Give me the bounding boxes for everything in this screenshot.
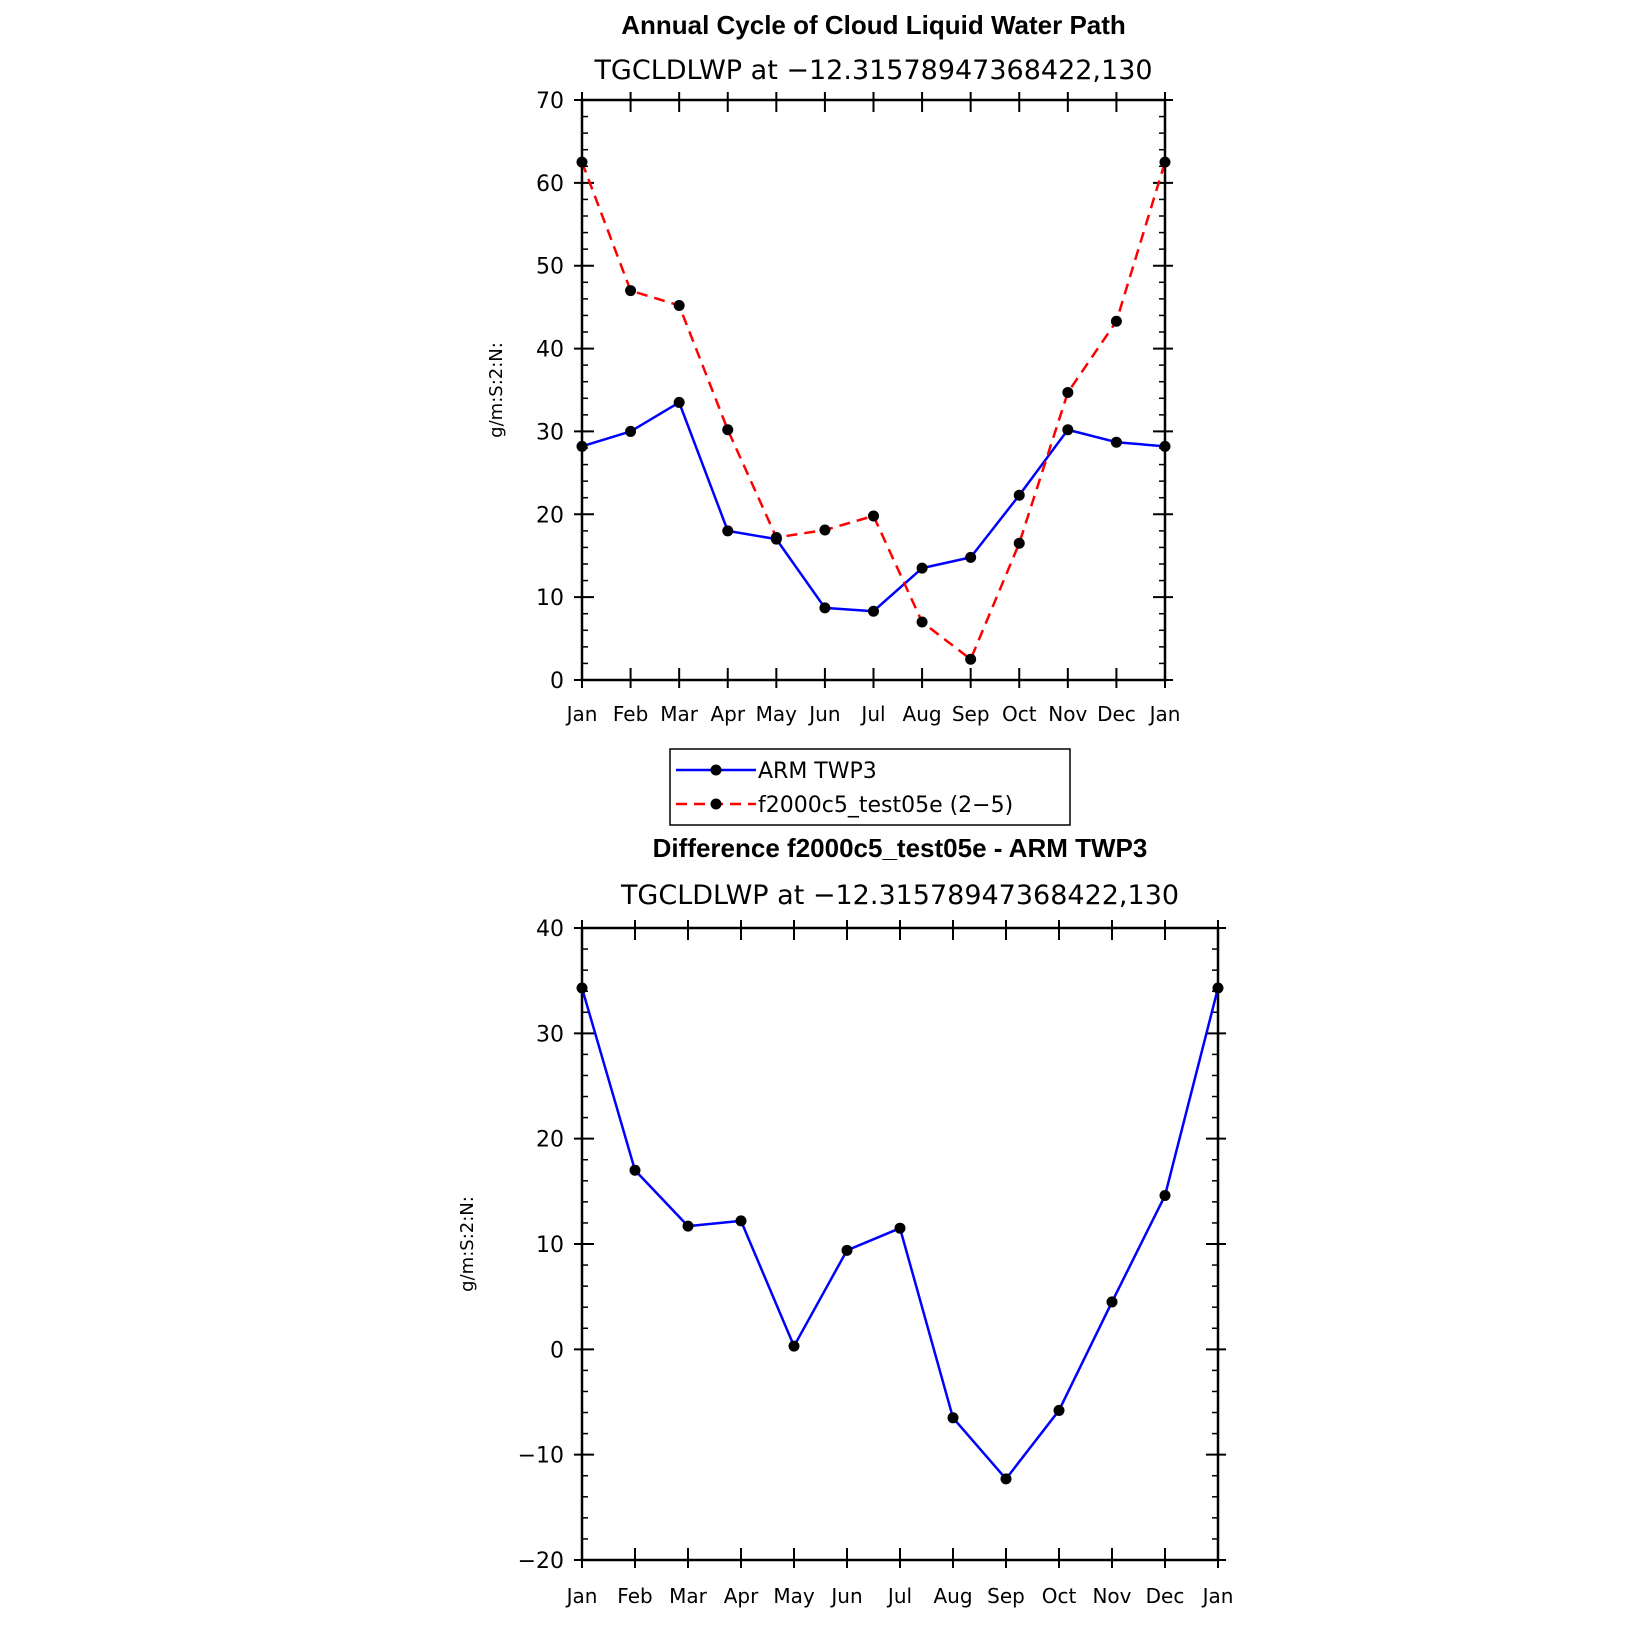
x-tick-label: Jul	[859, 702, 885, 726]
x-tick-label: Oct	[1002, 702, 1037, 726]
y-tick-label: 0	[550, 1338, 564, 1363]
data-point	[1013, 537, 1025, 549]
data-point	[576, 982, 588, 994]
data-point	[1159, 440, 1171, 452]
data-point	[576, 440, 588, 452]
x-tick-label: Aug	[933, 1584, 972, 1608]
legend-swatch-marker	[710, 798, 722, 810]
y-tick-label: 10	[536, 586, 564, 611]
y-tick-label: −20	[518, 1549, 564, 1574]
x-tick-label: Sep	[952, 702, 990, 726]
plot-frame	[580, 98, 1167, 682]
chart-1: Annual Cycle of Cloud Liquid Water Path T…	[486, 10, 1181, 826]
data-point	[965, 551, 977, 563]
y-tick-label: −10	[518, 1444, 564, 1469]
data-point	[1110, 436, 1122, 448]
x-tick-label: Apr	[724, 1584, 759, 1608]
legend: ARM TWP3 f2000c5_test05e (2−5)	[669, 748, 1071, 826]
x-tick-label: Mar	[669, 1584, 708, 1608]
legend-box	[669, 748, 1071, 826]
chart-title: Annual Cycle of Cloud Liquid Water Path	[621, 10, 1126, 40]
data-point	[682, 1220, 694, 1232]
y-tick-label: 60	[536, 172, 564, 197]
data-point	[947, 1412, 959, 1424]
chart-2: Difference f2000c5_test05e - ARM TWP3 TGC…	[457, 833, 1233, 1608]
x-tick-label: Jun	[829, 1584, 862, 1608]
x-tick-label: Jan	[1148, 702, 1181, 726]
x-tick-label: Feb	[613, 702, 648, 726]
data-point	[722, 525, 734, 537]
y-tick-label: 40	[536, 917, 564, 942]
data-point	[788, 1340, 800, 1352]
data-point	[916, 616, 928, 628]
data-point	[629, 1164, 641, 1176]
data-point	[1062, 386, 1074, 398]
y-tick-label: 30	[536, 1022, 564, 1047]
series-line-2	[580, 161, 1167, 661]
data-point	[576, 156, 588, 168]
y-tick-label: 0	[550, 669, 564, 694]
y-tick-label: 70	[536, 89, 564, 114]
legend-swatch-marker	[710, 764, 722, 776]
y-tick-label: 20	[536, 1128, 564, 1153]
legend-entry: f2000c5_test05e (2−5)	[758, 793, 1013, 818]
x-tick-label: Jan	[565, 1584, 598, 1608]
data-point	[916, 562, 928, 574]
data-point	[673, 396, 685, 408]
series-line-1	[581, 401, 1166, 613]
data-point	[1159, 1190, 1171, 1202]
x-tick-label: Oct	[1042, 1584, 1077, 1608]
data-point	[868, 605, 879, 617]
x-tick-label: Apr	[710, 702, 745, 726]
x-tick-label: Feb	[617, 1584, 652, 1608]
data-point	[965, 653, 977, 665]
chart-title: Difference f2000c5_test05e - ARM TWP3	[653, 833, 1148, 863]
data-point	[673, 299, 685, 311]
y-tick-label: 50	[536, 255, 564, 280]
data-point	[868, 510, 879, 522]
x-tick-label: Dec	[1097, 702, 1136, 726]
y-tick-label: 20	[536, 503, 564, 528]
data-point	[722, 424, 734, 436]
x-tick-label: Dec	[1146, 1584, 1185, 1608]
data-point	[1062, 424, 1074, 436]
y-axis-label: g/m:S:2:N:	[486, 342, 507, 438]
data-point	[625, 425, 637, 437]
data-point	[1106, 1296, 1118, 1308]
x-tick-label: Aug	[903, 702, 942, 726]
data-point	[1000, 1473, 1012, 1485]
x-tick-label: Jun	[807, 702, 840, 726]
chart-subtitle: TGCLDLWP at −12.31578947368422,130	[593, 55, 1152, 86]
data-point	[1212, 982, 1224, 994]
x-tick-label: May	[756, 702, 798, 726]
data-point	[1159, 156, 1171, 168]
x-tick-label: Jul	[886, 1584, 912, 1608]
x-tick-label: May	[773, 1584, 815, 1608]
data-point	[770, 531, 782, 543]
data-point	[1053, 1404, 1065, 1416]
data-point	[1110, 315, 1122, 327]
y-axis-label: g/m:S:2:N:	[457, 1196, 478, 1292]
y-tick-label: 40	[536, 338, 564, 363]
y-tick-label: 30	[536, 420, 564, 445]
x-tick-label: Sep	[987, 1584, 1025, 1608]
x-tick-label: Mar	[660, 702, 699, 726]
data-point	[841, 1244, 853, 1256]
legend-entry: ARM TWP3	[758, 759, 877, 784]
chart-subtitle: TGCLDLWP at −12.31578947368422,130	[620, 880, 1179, 911]
x-tick-label: Nov	[1048, 702, 1087, 726]
plot-frame	[580, 926, 1220, 1562]
data-point	[819, 524, 831, 536]
x-tick-label: Jan	[1201, 1584, 1234, 1608]
x-tick-label: Nov	[1092, 1584, 1131, 1608]
y-tick-label: 10	[536, 1233, 564, 1258]
data-point	[894, 1222, 906, 1234]
data-point	[735, 1215, 747, 1227]
data-point	[625, 285, 637, 297]
data-point	[1013, 489, 1025, 501]
data-point	[819, 602, 831, 614]
x-tick-label: Jan	[565, 702, 598, 726]
